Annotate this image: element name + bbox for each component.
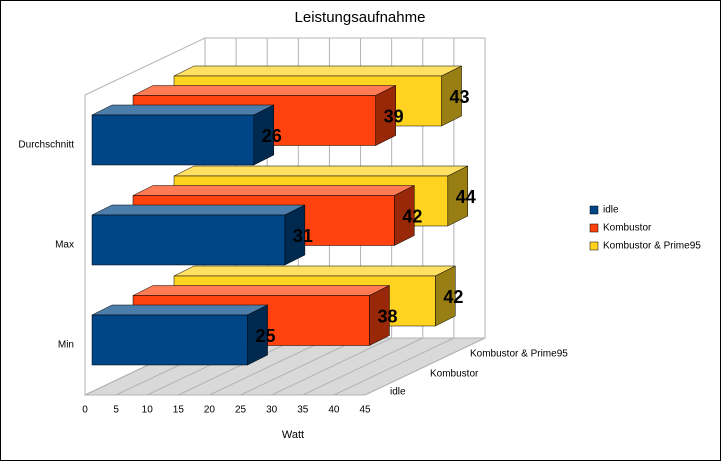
legend-label: Kombustor bbox=[603, 223, 652, 234]
value-label: 43 bbox=[450, 87, 470, 107]
depth-axis-label: Kombustor bbox=[430, 369, 479, 380]
y-tick-label: Min bbox=[58, 340, 74, 351]
y-tick-label: Durchschnitt bbox=[18, 140, 74, 151]
legend-label: Kombustor & Prime95 bbox=[603, 241, 701, 252]
floor-grid-line bbox=[178, 337, 299, 396]
y-tick-label: Max bbox=[55, 240, 74, 251]
legend-label: idle bbox=[603, 205, 619, 216]
floor-grid-line bbox=[209, 337, 330, 396]
value-label: 25 bbox=[256, 326, 276, 346]
value-label: 44 bbox=[456, 187, 476, 207]
bar-top bbox=[132, 285, 390, 296]
x-tick-label: 15 bbox=[173, 405, 185, 416]
floor-grid-line bbox=[271, 337, 392, 396]
legend-swatch bbox=[589, 241, 599, 251]
floor-grid-line bbox=[240, 337, 361, 396]
value-label: 31 bbox=[293, 226, 313, 246]
x-tick-label: 45 bbox=[359, 405, 371, 416]
floor-grid-line bbox=[302, 337, 423, 396]
floor-grid-line bbox=[364, 337, 486, 396]
depth-axis-label: Kombustor & Prime95 bbox=[470, 349, 568, 360]
bar-top bbox=[132, 185, 415, 196]
x-axis-label: Watt bbox=[282, 429, 304, 441]
depth-axis-label: idle bbox=[390, 387, 406, 398]
bar-top bbox=[132, 85, 396, 96]
value-label: 38 bbox=[377, 306, 397, 326]
bar-top bbox=[173, 265, 456, 277]
bar-top bbox=[91, 304, 268, 316]
floor-grid-line bbox=[333, 337, 455, 396]
bar-top bbox=[173, 65, 462, 77]
chart-title: Leistungsaufnahme bbox=[295, 9, 426, 26]
value-label: 42 bbox=[443, 287, 463, 307]
value-label: 39 bbox=[384, 106, 404, 126]
legend-swatch bbox=[589, 205, 599, 215]
x-tick-label: 10 bbox=[142, 405, 154, 416]
x-tick-label: 25 bbox=[235, 405, 247, 416]
bar bbox=[91, 114, 255, 166]
bar-top bbox=[91, 104, 274, 116]
x-tick-label: 0 bbox=[82, 405, 88, 416]
value-label: 42 bbox=[402, 206, 422, 226]
bar-top bbox=[173, 165, 468, 177]
x-tick-label: 30 bbox=[266, 405, 278, 416]
x-tick-label: 35 bbox=[297, 405, 309, 416]
bar-top bbox=[91, 204, 306, 216]
value-label: 26 bbox=[262, 126, 282, 146]
bar bbox=[91, 314, 248, 366]
x-tick-label: 20 bbox=[204, 405, 216, 416]
legend-swatch bbox=[589, 223, 599, 233]
bar bbox=[91, 214, 286, 266]
x-tick-label: 5 bbox=[113, 405, 119, 416]
x-tick-label: 40 bbox=[328, 405, 340, 416]
